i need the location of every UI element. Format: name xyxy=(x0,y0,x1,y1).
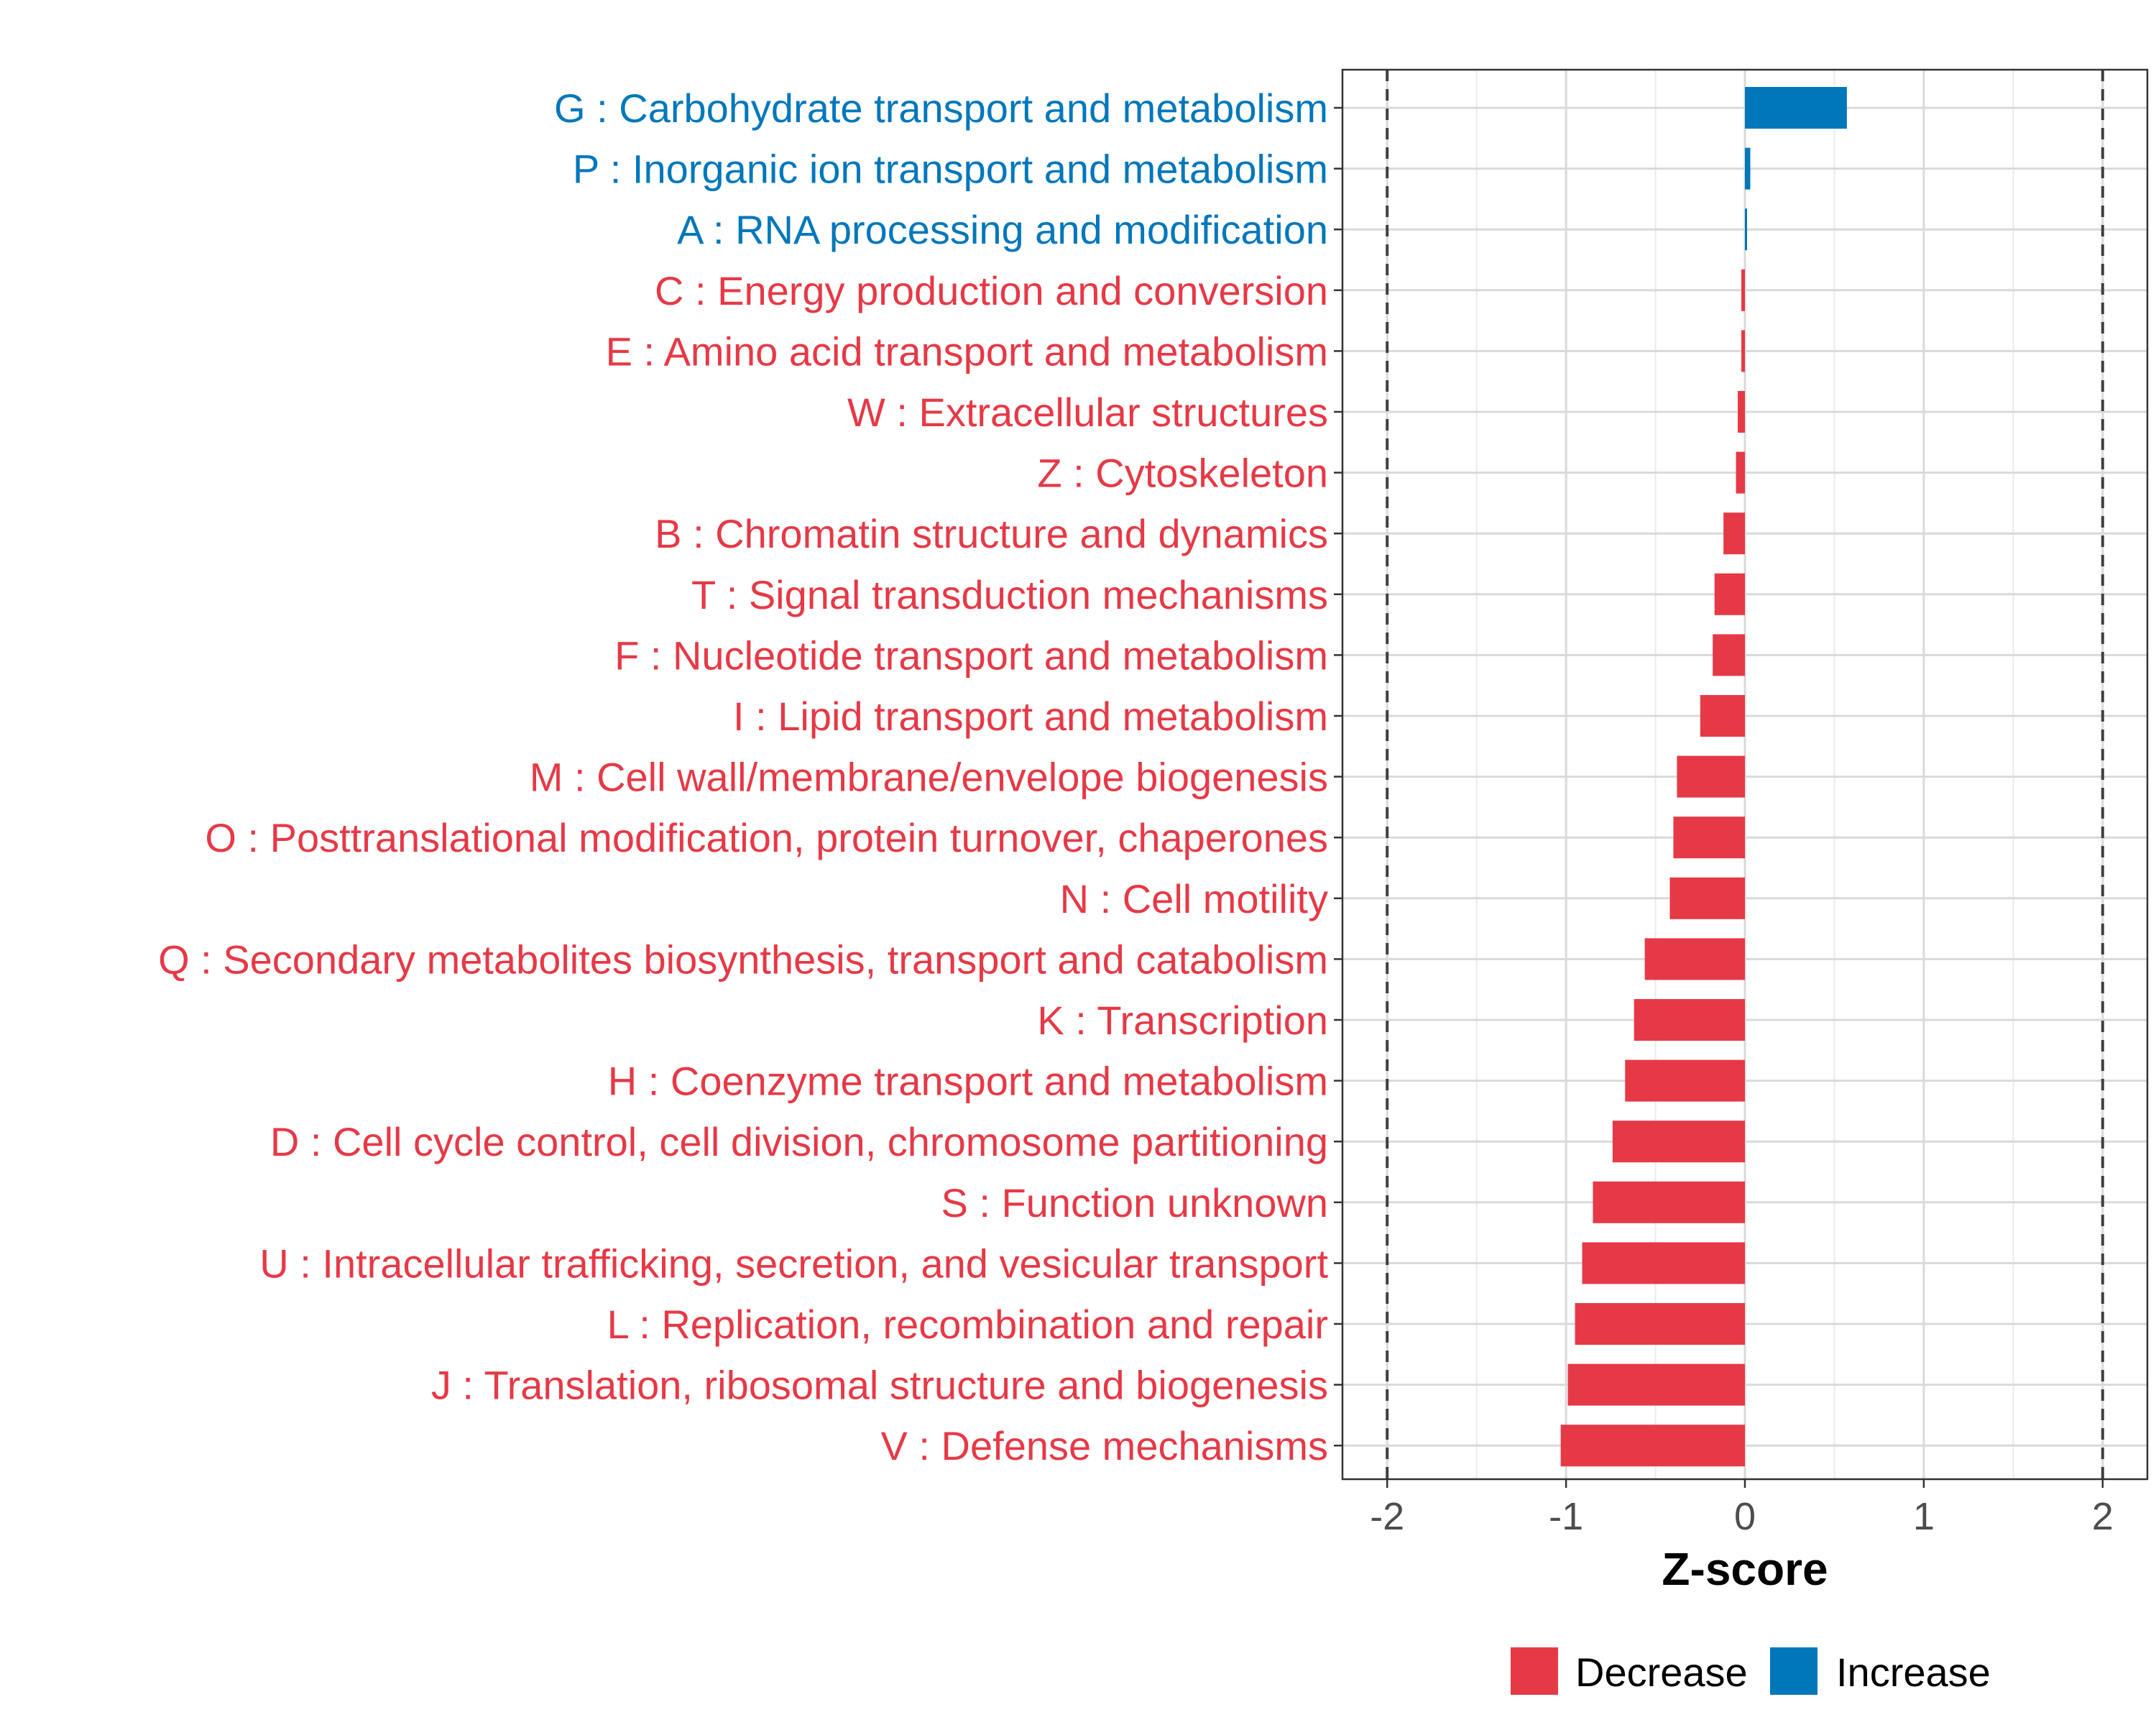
bar xyxy=(1634,999,1745,1041)
category-label: H : Coenzyme transport and metabolism xyxy=(608,1059,1328,1104)
category-label: D : Cell cycle control, cell division, c… xyxy=(270,1119,1328,1164)
y-axis-ticks: G : Carbohydrate transport and metabolis… xyxy=(158,86,1342,1468)
x-axis-ticks: -2 -1 0 1 2 xyxy=(1370,1479,2114,1538)
category-label: M : Cell wall/membrane/envelope biogenes… xyxy=(530,755,1328,800)
bar xyxy=(1567,1363,1745,1406)
x-axis-title: Z-score xyxy=(1662,1543,1828,1595)
category-label: C : Energy production and conversion xyxy=(655,268,1328,313)
bar xyxy=(1612,1121,1745,1163)
bar xyxy=(1593,1181,1745,1223)
category-label: S : Function unknown xyxy=(941,1180,1328,1225)
legend-label: Increase xyxy=(1836,1650,1991,1695)
legend-label: Decrease xyxy=(1575,1650,1748,1695)
category-label: T : Signal transduction mechanisms xyxy=(691,572,1328,617)
x-tick-label: 0 xyxy=(1734,1495,1756,1538)
x-tick-label: 1 xyxy=(1913,1495,1935,1538)
bar xyxy=(1575,1303,1745,1345)
bar xyxy=(1745,208,1747,251)
bar xyxy=(1560,1425,1745,1467)
category-label: A : RNA processing and modification xyxy=(677,207,1328,252)
category-label: B : Chromatin structure and dynamics xyxy=(655,511,1328,556)
category-label: E : Amino acid transport and metabolism xyxy=(606,328,1328,374)
bar xyxy=(1741,330,1745,372)
category-label: F : Nucleotide transport and metabolism xyxy=(614,632,1328,678)
category-label: J : Translation, ribosomal structure and… xyxy=(431,1363,1328,1408)
category-label: P : Inorganic ion transport and metaboli… xyxy=(573,147,1328,192)
category-label: K : Transcription xyxy=(1037,998,1328,1043)
category-label: U : Intracellular trafficking, secretion… xyxy=(259,1241,1328,1286)
category-label: I : Lipid transport and metabolism xyxy=(733,694,1328,739)
bar xyxy=(1741,269,1745,311)
x-tick-label: 2 xyxy=(2092,1495,2114,1538)
category-label: O : Posttranslational modification, prot… xyxy=(205,815,1328,860)
bar xyxy=(1582,1242,1745,1284)
category-label: Q : Secondary metabolites biosynthesis, … xyxy=(158,937,1328,982)
legend-swatch xyxy=(1511,1647,1558,1695)
bar xyxy=(1700,695,1745,737)
bar xyxy=(1736,451,1745,494)
bar xyxy=(1745,87,1847,129)
bar xyxy=(1644,938,1745,980)
bar xyxy=(1669,877,1745,919)
category-label: L : Replication, recombination and repai… xyxy=(607,1302,1328,1347)
category-label: Z : Cytoskeleton xyxy=(1037,451,1328,496)
bar xyxy=(1677,755,1745,798)
x-tick-label: -2 xyxy=(1370,1495,1404,1538)
bar xyxy=(1625,1059,1745,1102)
legend: Decrease Increase xyxy=(1511,1647,1991,1695)
bar xyxy=(1723,512,1745,555)
bar xyxy=(1713,634,1745,676)
bars xyxy=(1560,87,1847,1467)
category-label: N : Cell motility xyxy=(1060,876,1328,921)
category-label: W : Extracellular structures xyxy=(847,390,1328,435)
bar xyxy=(1673,816,1745,859)
reference-lines xyxy=(1386,70,2104,1479)
legend-swatch xyxy=(1770,1647,1818,1695)
bar xyxy=(1738,391,1745,433)
category-label: G : Carbohydrate transport and metabolis… xyxy=(554,86,1328,131)
bar xyxy=(1714,573,1745,615)
bar xyxy=(1745,147,1751,190)
x-tick-label: -1 xyxy=(1549,1495,1583,1538)
category-label: V : Defense mechanisms xyxy=(881,1423,1328,1468)
